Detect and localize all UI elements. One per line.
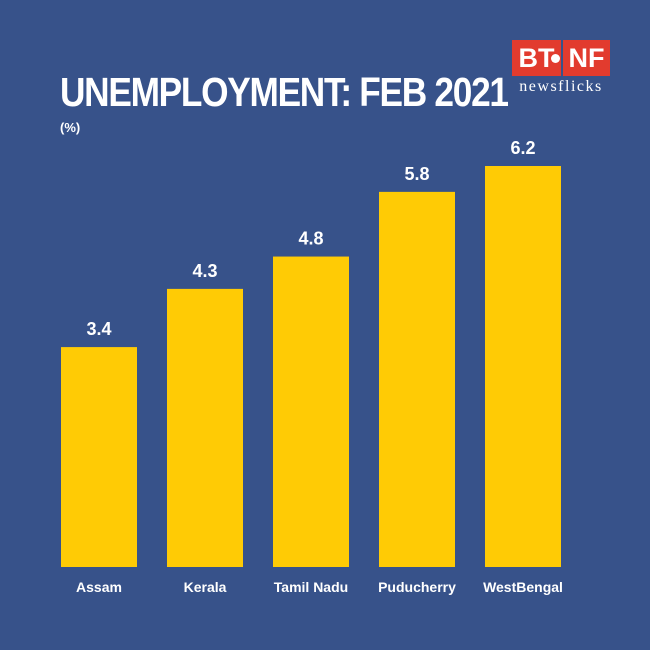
data-label-kerala: 4.3 <box>192 261 217 281</box>
bar-assam <box>61 347 137 567</box>
category-label-westbengal: WestBengal <box>483 579 563 595</box>
bar-westbengal <box>485 166 561 567</box>
chart-title: UNEMPLOYMENT: FEB 2021 <box>60 69 509 115</box>
data-label-puducherry: 5.8 <box>404 164 429 184</box>
category-label-kerala: Kerala <box>184 579 227 595</box>
logo-subtitle: newsflicks <box>519 78 603 95</box>
data-label-westbengal: 6.2 <box>510 138 535 158</box>
logo-mark-bt: BT <box>512 40 561 76</box>
category-label-assam: Assam <box>76 579 122 595</box>
bar-kerala <box>167 288 243 567</box>
logo-dot-icon <box>551 54 560 63</box>
data-label-tamil-nadu: 4.8 <box>298 229 323 249</box>
data-label-assam: 3.4 <box>86 319 111 339</box>
category-label-tamil-nadu: Tamil Nadu <box>274 579 348 595</box>
logo-mark-nf: NF <box>563 40 610 76</box>
btnf-logo: BT NF newsflicks <box>512 40 610 98</box>
bar-puducherry <box>379 191 455 567</box>
unit-label: (%) <box>60 120 81 135</box>
category-label-puducherry: Puducherry <box>378 579 456 595</box>
bar-tamil-nadu <box>273 256 349 567</box>
